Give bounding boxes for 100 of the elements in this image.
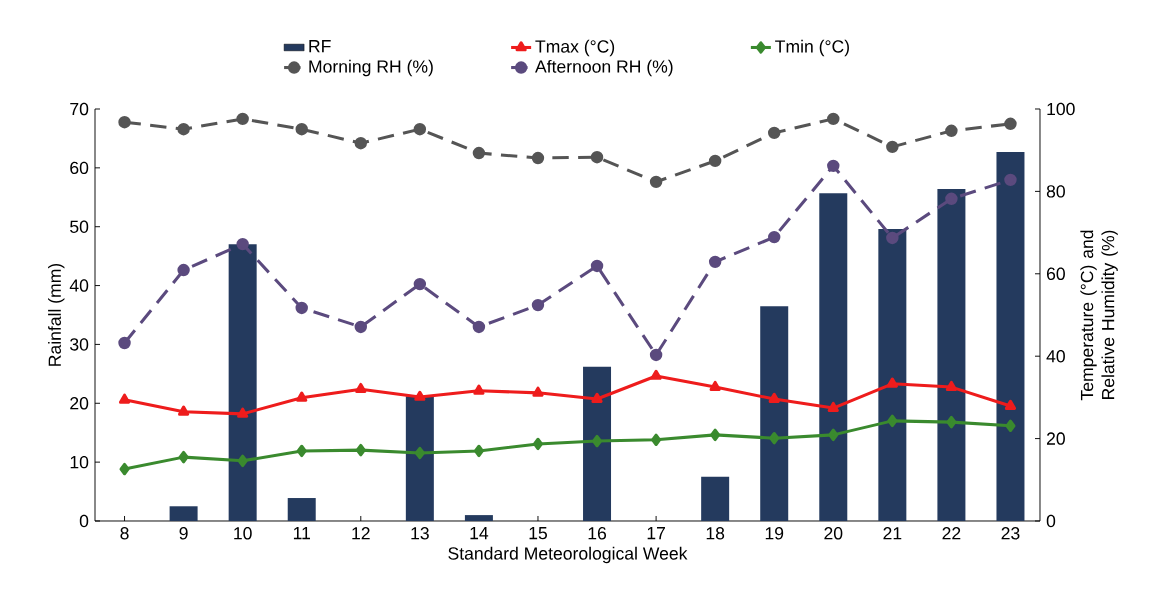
point <box>827 401 839 412</box>
x-tick-label: 9 <box>179 527 188 540</box>
bar <box>878 229 907 521</box>
point <box>354 320 367 334</box>
point <box>414 390 426 401</box>
x-tick-label: 8 <box>120 527 129 540</box>
bar <box>701 476 730 521</box>
x-tick-label: 13 <box>411 527 429 540</box>
bar <box>228 244 257 521</box>
y-tick-label: 0 <box>79 514 89 528</box>
point <box>768 230 781 244</box>
bar <box>937 189 966 521</box>
point <box>886 377 898 388</box>
x-tick-label: 23 <box>1001 527 1020 540</box>
y2-axis-title: Temperature (°C) and Relative Humidity (%) <box>1080 230 1118 401</box>
point <box>768 126 781 140</box>
point <box>237 407 249 418</box>
y-tick-label: 70 <box>70 102 89 116</box>
point <box>472 146 486 160</box>
point <box>650 369 662 380</box>
y2-tick-label: 80 <box>1046 185 1065 198</box>
point <box>473 384 485 395</box>
point <box>295 301 308 315</box>
y2-tick-label: 40 <box>1046 349 1065 363</box>
point <box>708 255 722 269</box>
point <box>886 231 899 245</box>
legend-label: Tmin (°C) <box>775 39 849 57</box>
point <box>178 450 189 464</box>
bar <box>996 151 1025 521</box>
x-tick-label: 17 <box>647 527 665 540</box>
point <box>237 454 248 468</box>
point <box>768 392 780 403</box>
legend-label: RF <box>309 40 331 53</box>
point <box>413 122 427 136</box>
point <box>295 122 308 136</box>
point <box>945 380 957 391</box>
x-tick-label: 15 <box>529 527 548 540</box>
point <box>354 136 367 150</box>
bar <box>405 396 434 521</box>
point <box>119 462 130 476</box>
point <box>1004 173 1017 187</box>
point <box>531 151 545 165</box>
point <box>178 405 190 416</box>
point <box>590 150 604 164</box>
point <box>355 382 367 394</box>
point <box>769 431 780 445</box>
y2-tick-label: 60 <box>1046 267 1065 280</box>
y-tick-label: 30 <box>70 338 89 351</box>
point <box>709 380 721 391</box>
y-tick-label: 50 <box>70 220 89 233</box>
point <box>177 122 190 136</box>
x-tick-label: 21 <box>883 527 902 540</box>
bar <box>169 506 198 521</box>
bar <box>760 306 789 521</box>
bar <box>819 193 848 521</box>
point <box>296 444 307 458</box>
point <box>177 263 190 277</box>
point <box>887 414 898 428</box>
legend-label: Morning RH (%) <box>309 59 433 77</box>
legend-label: Afternoon RH (%) <box>535 59 673 77</box>
bar <box>287 498 316 521</box>
point <box>296 391 308 402</box>
x-tick-label: 14 <box>470 527 489 540</box>
x-axis-title: Standard Meteorological Week <box>448 546 688 564</box>
point <box>236 237 249 251</box>
point <box>649 175 663 189</box>
point <box>1005 419 1016 433</box>
point <box>355 443 366 457</box>
point <box>1004 117 1017 131</box>
legend-label: Tmax (°C) <box>535 39 615 57</box>
point <box>886 140 899 154</box>
point <box>827 159 840 173</box>
y2-tick-label: 20 <box>1046 432 1065 445</box>
point <box>591 434 603 448</box>
bar <box>583 366 612 521</box>
y-tick-label: 60 <box>70 161 89 175</box>
y2-tick-label: 100 <box>1047 102 1075 116</box>
x-tick-label: 12 <box>352 527 370 540</box>
point <box>413 277 427 291</box>
x-tick-label: 22 <box>942 527 961 540</box>
point <box>118 393 131 404</box>
point <box>473 444 484 458</box>
bar <box>464 515 493 521</box>
point <box>531 298 545 312</box>
point <box>590 259 604 273</box>
y-tick-label: 40 <box>69 279 89 292</box>
point <box>414 446 425 460</box>
point <box>710 428 721 442</box>
x-tick-label: 16 <box>588 527 607 540</box>
point <box>945 124 958 138</box>
x-tick-label: 19 <box>765 527 784 540</box>
point <box>591 392 603 403</box>
point <box>827 112 840 126</box>
point <box>472 320 486 334</box>
x-tick-label: 18 <box>706 527 725 540</box>
point <box>1004 399 1017 410</box>
point <box>118 115 131 129</box>
point <box>236 112 249 126</box>
y-tick-label: 20 <box>70 397 89 410</box>
point <box>532 437 544 451</box>
